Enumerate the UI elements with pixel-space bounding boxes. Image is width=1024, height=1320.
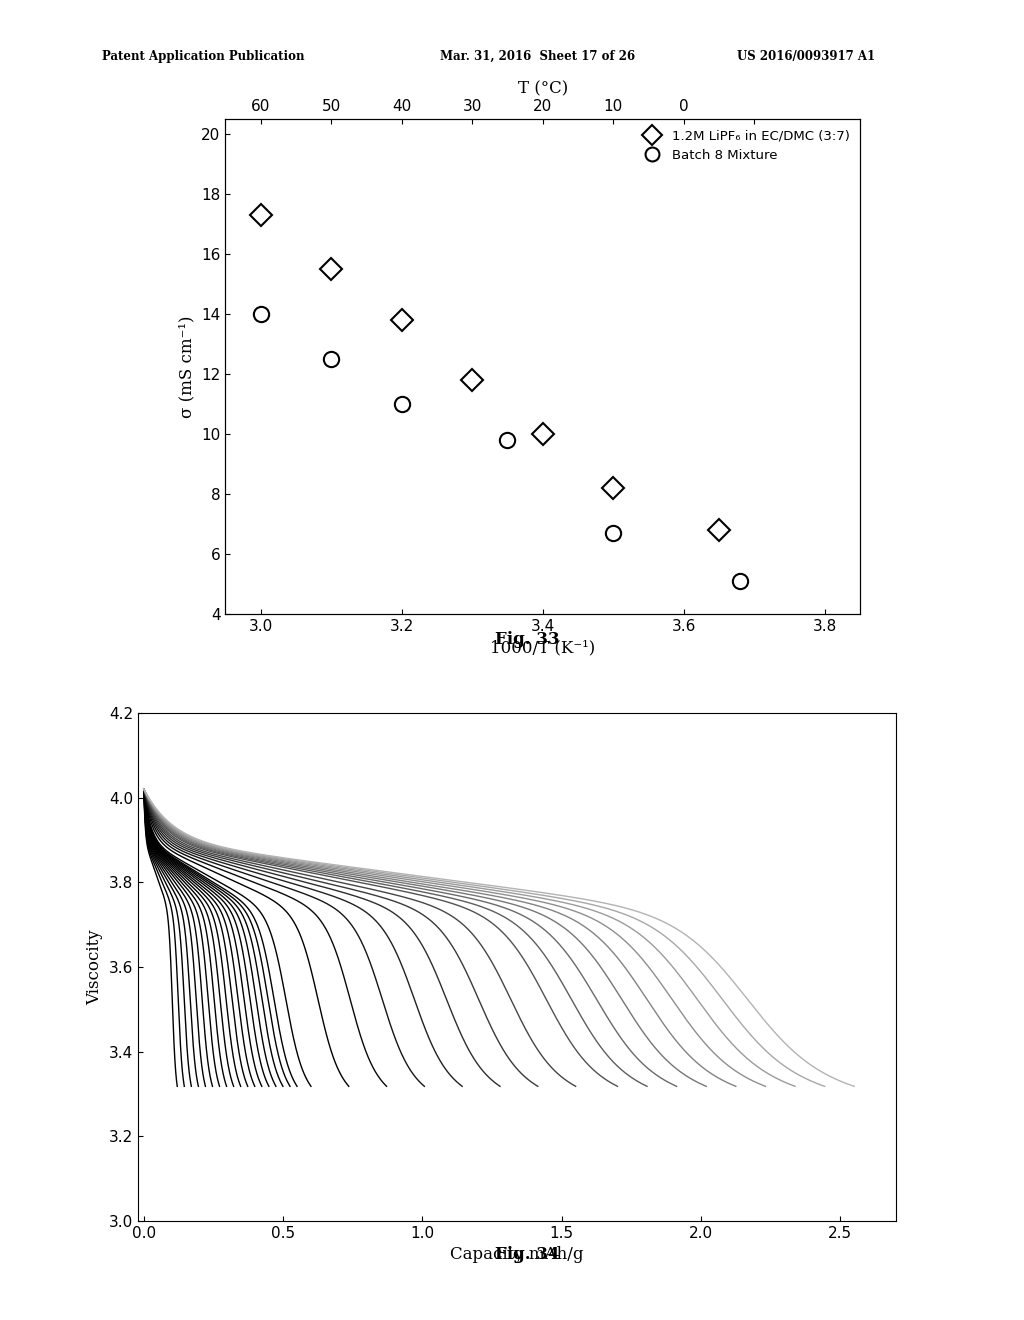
X-axis label: T (°C): T (°C): [517, 81, 568, 98]
Text: US 2016/0093917 A1: US 2016/0093917 A1: [737, 50, 876, 63]
Text: Patent Application Publication: Patent Application Publication: [102, 50, 305, 63]
Y-axis label: σ (mS cm⁻¹): σ (mS cm⁻¹): [178, 315, 196, 417]
X-axis label: 1000/T (K⁻¹): 1000/T (K⁻¹): [490, 639, 595, 656]
Text: Fig. 34: Fig. 34: [496, 1246, 559, 1263]
Legend: 1.2M LiPF₆ in EC/DMC (3:7), Batch 8 Mixture: 1.2M LiPF₆ in EC/DMC (3:7), Batch 8 Mixt…: [635, 125, 854, 166]
Text: Fig. 33: Fig. 33: [495, 631, 560, 648]
X-axis label: Capacity mAh/g: Capacity mAh/g: [451, 1246, 584, 1263]
Text: Mar. 31, 2016  Sheet 17 of 26: Mar. 31, 2016 Sheet 17 of 26: [440, 50, 636, 63]
Y-axis label: Viscocity: Viscocity: [86, 929, 103, 1005]
